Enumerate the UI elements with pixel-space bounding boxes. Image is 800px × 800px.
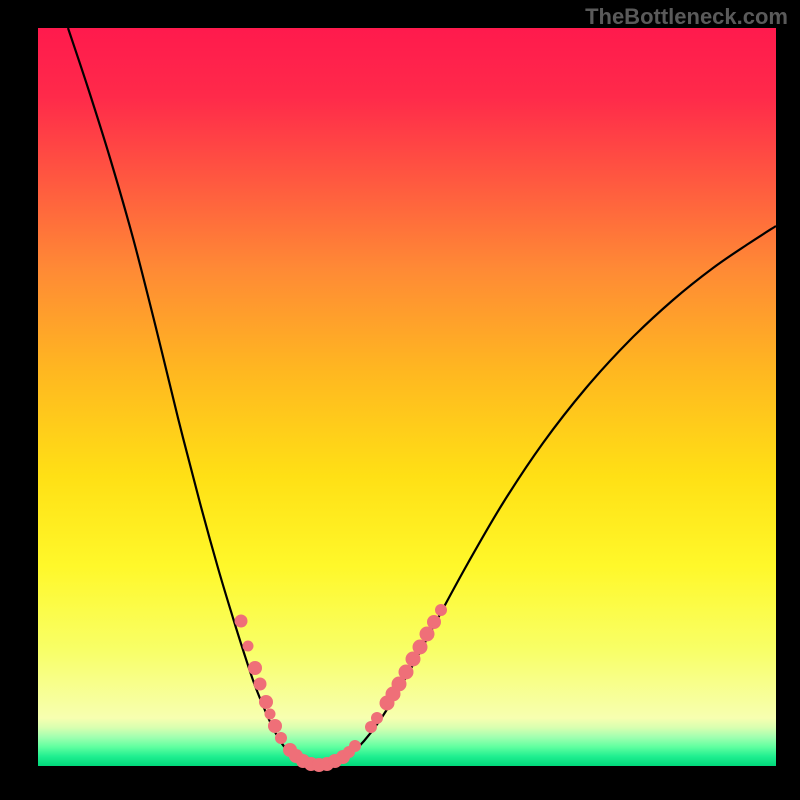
data-marker (413, 640, 428, 655)
data-marker (349, 740, 361, 752)
data-marker (248, 661, 262, 675)
bottleneck-curve (68, 28, 776, 766)
data-marker (268, 719, 282, 733)
chart-frame: TheBottleneck.com (0, 0, 800, 800)
data-marker (243, 641, 254, 652)
data-marker (371, 712, 383, 724)
data-marker (235, 615, 248, 628)
data-marker (254, 678, 267, 691)
chart-svg (38, 28, 776, 766)
data-marker (399, 665, 414, 680)
watermark-text: TheBottleneck.com (585, 4, 788, 30)
data-marker (275, 732, 287, 744)
data-marker (427, 615, 441, 629)
data-marker (435, 604, 447, 616)
data-markers (235, 604, 448, 772)
plot-area (38, 28, 776, 766)
data-marker (265, 709, 276, 720)
data-marker (259, 695, 273, 709)
